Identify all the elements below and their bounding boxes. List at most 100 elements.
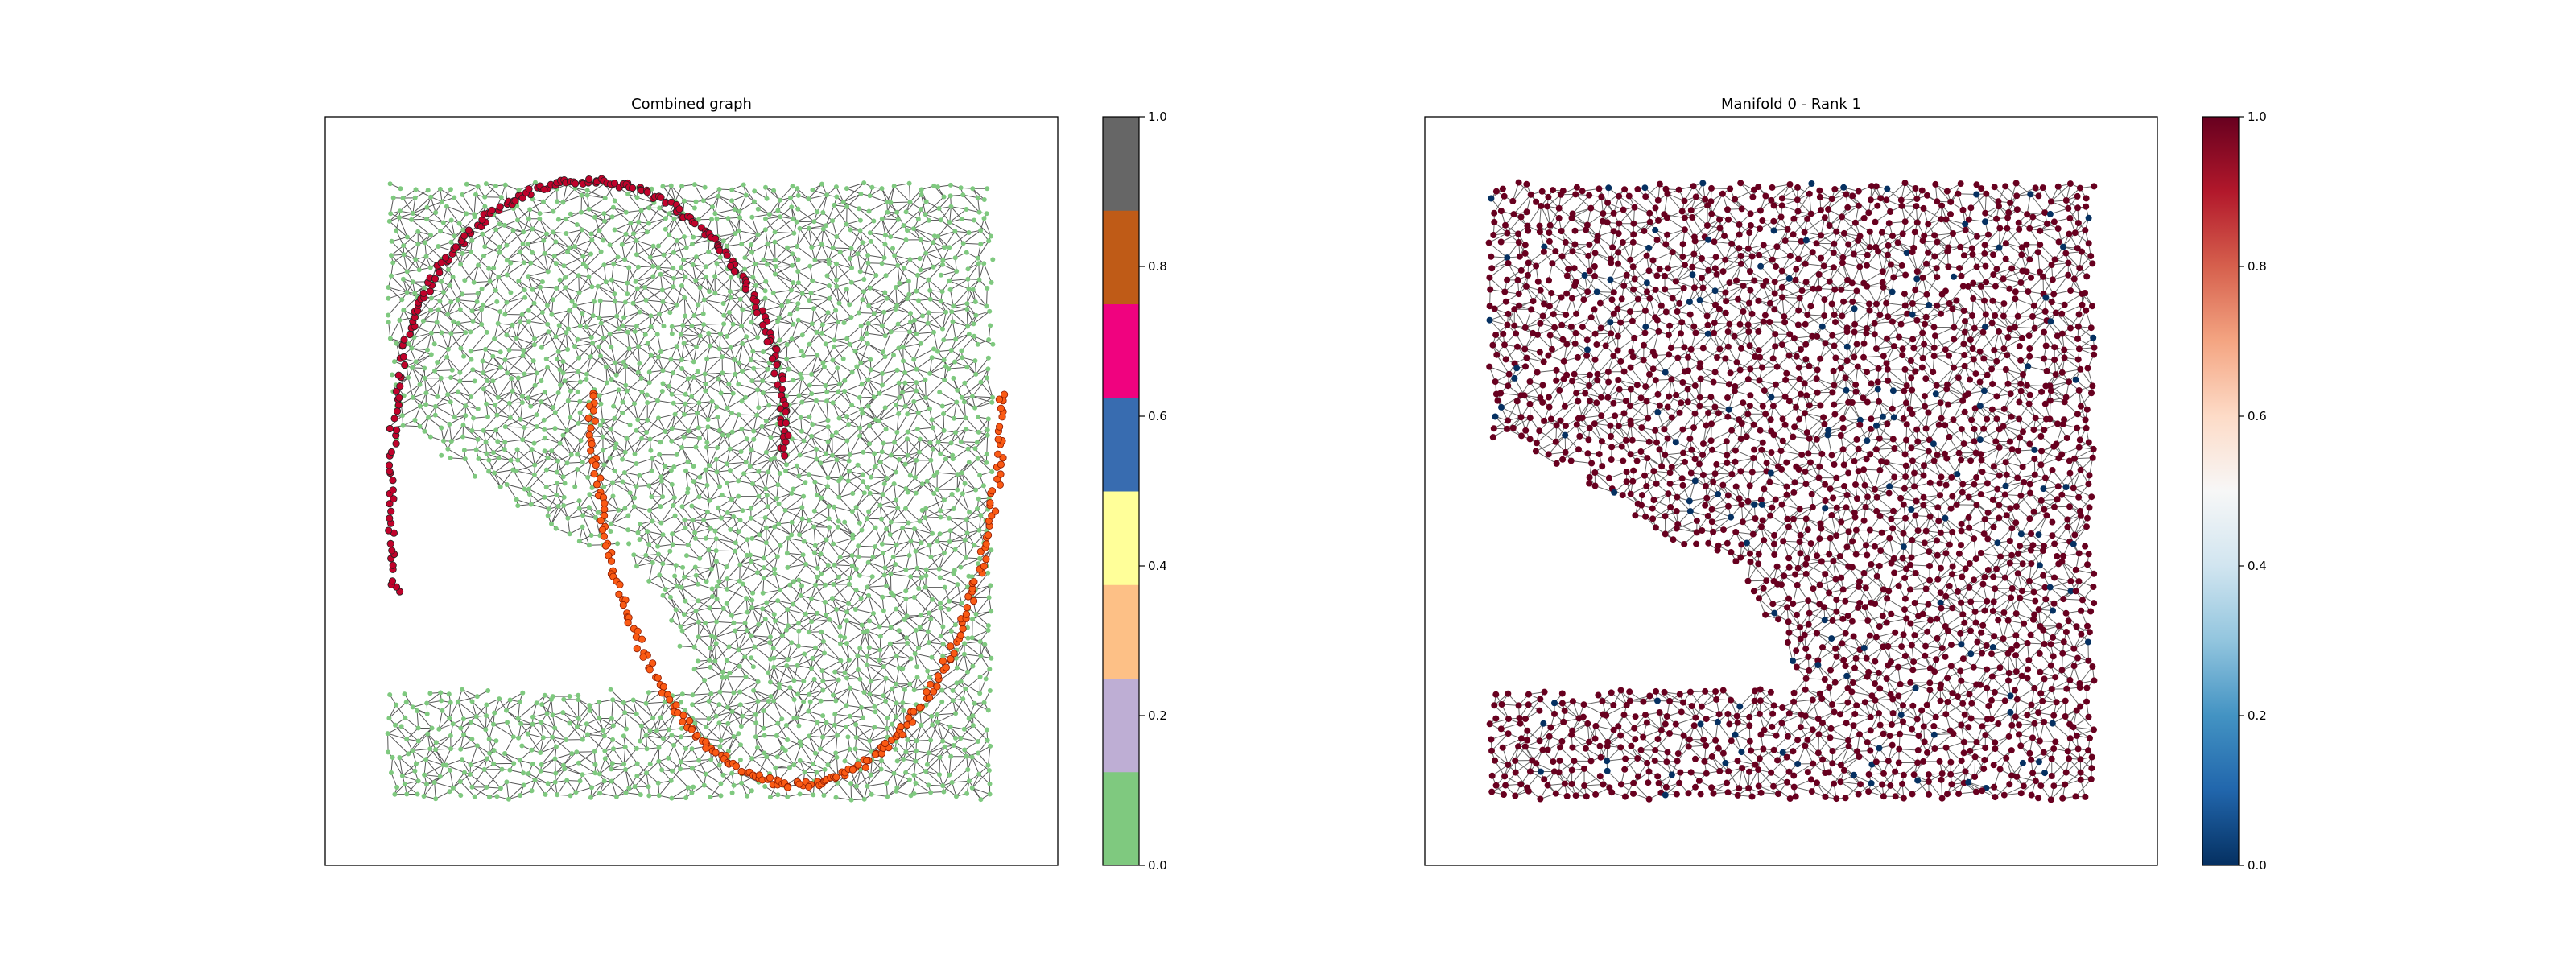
graph-node (1724, 452, 1731, 459)
graph-node (663, 464, 668, 469)
graph-node (1890, 414, 1897, 421)
graph-node (1872, 543, 1878, 550)
graph-node (1678, 330, 1684, 337)
graph-node (1860, 466, 1868, 473)
graph-node (1970, 279, 1977, 287)
graph-node (906, 180, 912, 186)
graph-node (803, 480, 808, 485)
graph-node (966, 716, 972, 721)
graph-node (669, 391, 675, 397)
graph-node (821, 793, 827, 798)
graph-node (522, 287, 527, 293)
graph-node (1910, 658, 1918, 666)
graph-node (926, 277, 931, 283)
graph-node (1502, 298, 1509, 305)
lower-arc-point (950, 650, 958, 658)
graph-node (564, 330, 569, 336)
graph-node (1761, 312, 1769, 319)
graph-node (610, 480, 616, 485)
graph-node (479, 322, 485, 327)
graph-node (736, 412, 741, 418)
graph-node (474, 743, 480, 749)
graph-node (502, 447, 507, 452)
graph-node (1852, 219, 1859, 226)
graph-node (1898, 643, 1905, 650)
graph-node (1704, 321, 1711, 328)
graph-node (902, 403, 908, 409)
graph-node (623, 231, 629, 237)
graph-node (965, 324, 970, 329)
graph-node (1630, 231, 1637, 238)
graph-node (1653, 439, 1660, 446)
graph-node (797, 532, 803, 538)
graph-node (1756, 710, 1763, 717)
graph-node (938, 451, 943, 456)
graph-node (386, 312, 391, 318)
graph-node (1900, 501, 1907, 508)
graph-node (884, 295, 890, 301)
graph-node (1725, 502, 1732, 510)
graph-node (714, 597, 720, 602)
graph-node (671, 495, 677, 501)
graph-node (1984, 684, 1991, 691)
graph-node (1954, 471, 1961, 478)
graph-node (2037, 690, 2045, 697)
graph-node (789, 532, 795, 538)
graph-node (1851, 305, 1858, 312)
graph-node (702, 678, 708, 683)
graph-node (1938, 415, 1945, 422)
graph-node (484, 401, 489, 407)
graph-node (1801, 229, 1808, 236)
graph-node (415, 738, 421, 744)
graph-node (1922, 320, 1929, 328)
graph-node (1885, 662, 1892, 669)
graph-node (663, 429, 668, 434)
graph-node (895, 217, 901, 222)
graph-node (1921, 341, 1928, 348)
graph-node (1725, 381, 1732, 388)
graph-node (1984, 509, 1992, 516)
graph-node (897, 280, 902, 286)
graph-node (961, 726, 967, 732)
graph-node (844, 438, 850, 444)
graph-node (1724, 343, 1732, 350)
graph-node (1768, 394, 1775, 401)
lower-arc-point (672, 701, 680, 709)
graph-node (738, 724, 744, 729)
graph-node (1762, 411, 1769, 418)
graph-node (1758, 523, 1765, 530)
graph-node (761, 349, 766, 354)
graph-node (801, 353, 806, 358)
graph-node (565, 249, 570, 254)
upper-arc-point (441, 254, 450, 262)
graph-node (2074, 192, 2081, 200)
graph-node (900, 700, 906, 705)
lower-arc-point (996, 423, 1004, 431)
graph-node (481, 386, 486, 392)
graph-node (537, 211, 543, 217)
graph-node (646, 221, 651, 226)
graph-node (541, 417, 547, 423)
graph-node (1945, 627, 1951, 634)
graph-node (777, 471, 782, 476)
graph-node (1863, 330, 1870, 337)
graph-node (646, 578, 652, 584)
lower-arc-point (905, 714, 913, 722)
graph-node (857, 269, 863, 275)
graph-node (1961, 352, 1968, 358)
graph-node (2014, 550, 2021, 557)
graph-node (1817, 207, 1824, 214)
graph-node (2004, 617, 2012, 624)
graph-node (457, 307, 463, 312)
graph-node (2001, 491, 2008, 498)
graph-node (497, 309, 503, 315)
graph-node (2070, 645, 2078, 652)
graph-node (1761, 485, 1768, 493)
graph-node (1699, 452, 1707, 458)
graph-node (1852, 388, 1860, 395)
graph-node (1618, 295, 1625, 303)
graph-node (714, 216, 720, 221)
graph-node (397, 755, 402, 761)
graph-node (470, 319, 476, 324)
